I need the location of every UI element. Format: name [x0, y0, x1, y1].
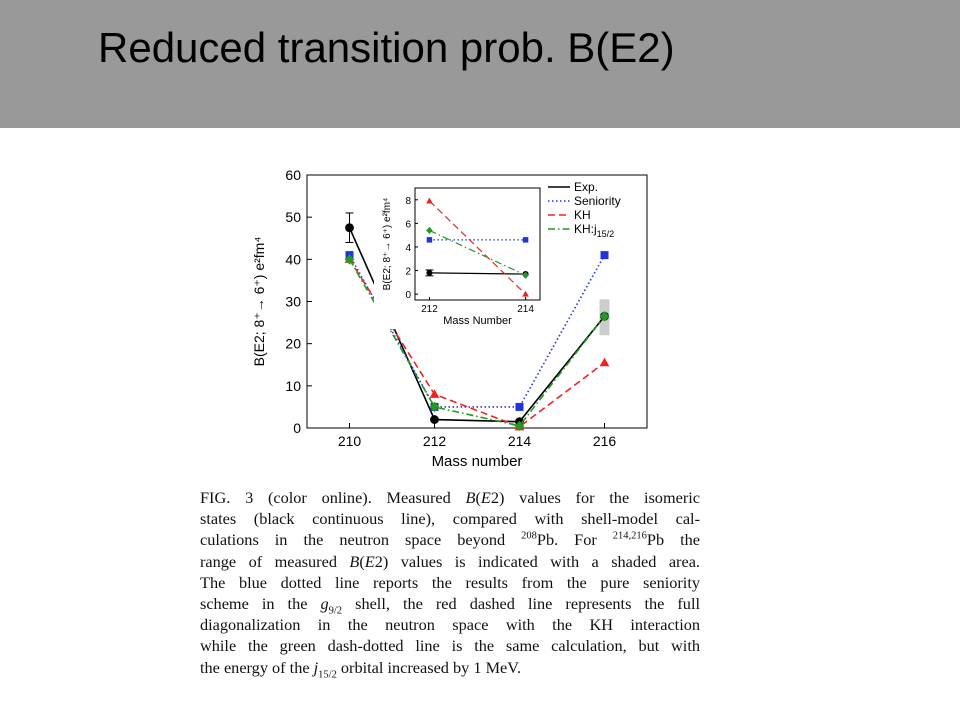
figure-caption: FIG. 3 (color online). Measured B(E2) va… — [200, 487, 701, 680]
y-axis-label: B(E2; 8⁺→ 6⁺) e²fm⁴ — [251, 237, 267, 367]
inset-background — [374, 177, 544, 329]
y-tick-label: 40 — [285, 251, 301, 267]
title-bar: Reduced transition prob. B(E2) — [0, 0, 960, 128]
caption-subscript: 15/2 — [318, 668, 337, 680]
caption-text: FIG. 3 (color online). Measured — [200, 488, 466, 507]
x-tick-label: 214 — [508, 433, 532, 449]
inset-x-axis-label: Mass Number — [443, 315, 512, 327]
inset-x-tick-label: 214 — [517, 304, 534, 315]
x-tick-label: 216 — [593, 433, 617, 449]
x-tick-label: 210 — [338, 433, 362, 449]
caption-formula: E — [480, 488, 491, 507]
y-tick-label: 10 — [285, 378, 301, 394]
caption-text: range of measured — [200, 551, 350, 571]
inset-y-tick-label: 0 — [405, 290, 411, 301]
series-line — [429, 229, 526, 276]
inset-y-tick-label: 4 — [405, 243, 411, 254]
legend-subscript: 15/2 — [597, 229, 615, 239]
data-point — [522, 237, 529, 243]
data-point — [515, 402, 524, 411]
data-point — [522, 290, 529, 297]
caption-text: shell, the red dashed line represents th… — [342, 594, 700, 614]
caption-formula: j — [313, 657, 319, 677]
series-line — [348, 258, 606, 427]
caption-line: range of measured B(E2) values is indica… — [200, 551, 701, 571]
data-point — [426, 197, 433, 204]
data-point — [426, 237, 433, 243]
caption-superscript: 214,216 — [612, 530, 647, 542]
caption-text: scheme in the — [200, 594, 321, 614]
series-line — [429, 272, 526, 275]
legend-label: Exp. — [574, 180, 598, 194]
inset-x-tick-label: 212 — [421, 304, 438, 315]
y-tick-label: 60 — [285, 167, 301, 183]
caption-text: Pb. For — [536, 530, 613, 550]
legend-label: KH:j15/2 — [574, 222, 614, 239]
caption-subscript: 9/2 — [328, 605, 343, 617]
caption-line: culations in the neutron space beyond 20… — [200, 529, 700, 550]
y-tick-label: 0 — [293, 420, 301, 436]
caption-text: Pb the — [646, 530, 700, 550]
data-point — [429, 401, 440, 413]
caption-text: culations in the neutron space beyond — [200, 530, 522, 550]
caption-formula: B — [349, 551, 360, 571]
series-line — [348, 254, 606, 408]
slide-title: Reduced transition prob. B(E2) — [98, 24, 675, 71]
caption-line: the energy of the j15/2 orbital increase… — [200, 657, 700, 680]
x-tick-label: 212 — [423, 433, 447, 449]
x-axis-label: Mass number — [432, 453, 523, 470]
data-point — [600, 251, 609, 260]
inset-frame — [414, 187, 541, 301]
caption-line: The blue dotted line reports the results… — [200, 572, 700, 592]
caption-formula: B — [465, 488, 476, 507]
caption-line: states (black continuous line), compared… — [200, 509, 700, 529]
inset-y-tick-label: 8 — [405, 196, 411, 207]
caption-line: scheme in the g9/2 shell, the red dashed… — [200, 593, 700, 617]
data-point — [599, 357, 610, 367]
inset-y-tick-label: 6 — [405, 219, 411, 230]
data-point — [345, 223, 354, 233]
data-point — [522, 271, 529, 279]
caption-text: the energy of the — [200, 657, 314, 677]
data-point — [426, 269, 433, 276]
caption-line: FIG. 3 (color online). Measured B(E2) va… — [200, 488, 701, 507]
caption-text: orbital increased by 1 MeV. — [336, 657, 522, 677]
inset-y-axis-label: B(E2; 8⁺→ 6⁺) e²fm⁴ — [382, 198, 393, 291]
data-point — [430, 415, 439, 424]
caption-text: values is indicated with a shaded area. — [388, 551, 701, 571]
legend-label: KH — [574, 208, 591, 222]
legend-label: Seniority — [574, 194, 621, 208]
caption-formula: g — [320, 594, 329, 614]
y-tick-label: 30 — [285, 294, 301, 310]
caption-line: while the green dash-dotted line is the … — [200, 636, 700, 656]
caption-formula: E — [364, 551, 375, 571]
caption-text: values for the isomeric — [504, 488, 701, 507]
series-line — [429, 200, 526, 295]
data-point — [344, 254, 355, 265]
data-point — [426, 226, 433, 235]
caption-superscript: 208 — [521, 530, 537, 542]
data-point — [429, 389, 440, 398]
inset-plot: 0 2 4 6 8 212 214 Mass Number B(E2; 8⁺→ 6⁺) e²fm… — [374, 177, 544, 329]
inset-y-tick-label: 2 — [405, 267, 411, 278]
y-tick-label: 20 — [285, 336, 301, 352]
caption-line: diagonalization in the neutron space wit… — [200, 615, 700, 635]
y-tick-label: 50 — [285, 209, 301, 225]
